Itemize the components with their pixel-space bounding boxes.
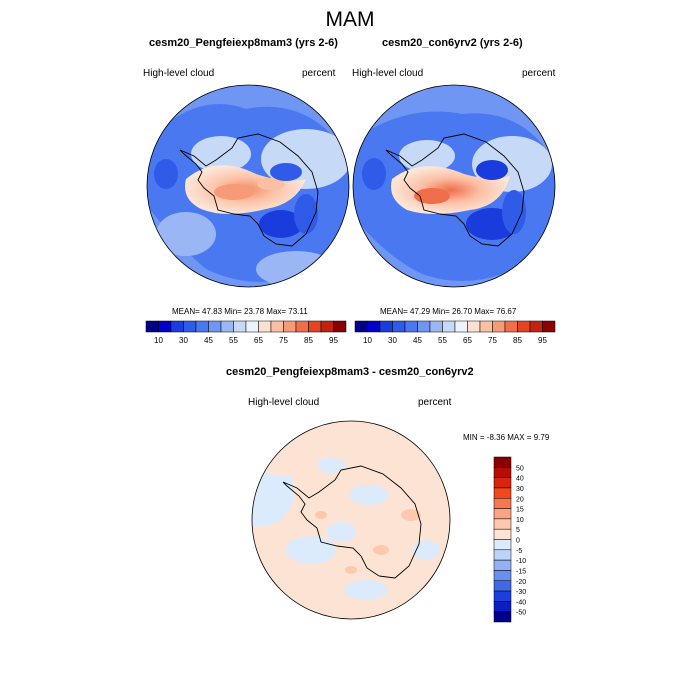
panel-1-colorbar-box [270,320,284,333]
diff-colorbar-box [493,528,512,540]
panel-1-colorbar-box [308,320,322,333]
panel-1-colorbar-box [295,320,309,333]
panel-2-colorbar-box [442,320,456,333]
diff-colorbar-box [493,508,512,520]
diff-colorbar-box [493,477,512,489]
panel-1-colorbar-box [183,320,197,333]
panel-1-colorbar-tick-label: 30 [179,336,188,345]
panel-2-colorbar-box [479,320,493,333]
panel-2-colorbar-tick-label: 75 [488,336,497,345]
diff-colorbar-tick-label: -30 [516,589,526,596]
diff-colorbar-tick-label: -40 [516,599,526,606]
diff-colorbar-box [493,590,512,602]
diff-colorbar-box [493,518,512,530]
panel-1-colorbar-box [333,320,347,333]
figure-title: MAM [325,8,375,31]
diff-colorbar-tick-label: -15 [516,568,526,575]
panel-1-colorbar-box [195,320,209,333]
panel-2-title: cesm20_con6yrv2 (yrs 2-6) [382,37,523,49]
panel-1-colorbar-tick-label: 45 [204,336,213,345]
panel-2-colorbar-box [529,320,543,333]
diff-panel-units-label: percent [418,397,452,408]
diff-map [251,420,451,620]
diff-colorbar-box [493,601,512,612]
panel-2-colorbar-box [454,320,468,333]
panel-1-colorbar-tick-label: 65 [254,336,263,345]
diff-panel-minmax: MIN = -8.36 MAX = 9.79 [463,433,550,442]
panel-2-colorbar-box [392,320,406,333]
panel-1-colorbar-box [170,320,184,333]
panel-2-colorbar-tick-label: 85 [513,336,522,345]
panel-1-units-label: percent [302,68,336,79]
panel-2-colorbar-tick-label: 95 [538,336,547,345]
diff-colorbar-tick-label: 40 [516,476,524,483]
panel-1-colorbar-tick-label: 10 [154,336,163,345]
panel-1-colorbar-box [320,320,334,333]
diff-colorbar-tick-label: 30 [516,486,524,493]
diff-colorbar-tick-label: 10 [516,517,524,524]
panel-1-colorbar-tick-label: 55 [229,336,238,345]
panel-2-colorbar-box [492,320,506,333]
diff-colorbar-box [493,498,512,509]
panel-1-colorbar-box [220,320,234,333]
panel-1-colorbar-tick-label: 85 [304,336,313,345]
diff-colorbar-box [493,487,512,499]
panel-2-colorbar-box [379,320,393,333]
panel-1-colorbar-tick-label: 75 [279,336,288,345]
panel-1-title: cesm20_Pengfeiexp8mam3 (yrs 2-6) [149,37,338,49]
diff-colorbar-tick-label: 50 [516,465,524,472]
panel-1-colorbar-tick-label: 95 [329,336,338,345]
panel-2-map [352,84,556,288]
panel-2-colorbar-box [504,320,518,333]
diff-colorbar-box [493,467,512,478]
panel-2-colorbar-tick-label: 45 [413,336,422,345]
panel-1-colorbar-box [158,320,172,333]
panel-2-colorbar-box [404,320,418,333]
diff-colorbar-box [493,611,512,623]
panel-2-colorbar-box [429,320,443,333]
panel-1-colorbar: 10 30 45 55 65 75 85 95 [145,320,347,345]
panel-2-colorbar-tick-label: 55 [438,336,447,345]
panel-2-colorbar-tick-label: 30 [388,336,397,345]
panel-2-variable-label: High-level cloud [352,68,424,79]
panel-1-variable-label: High-level cloud [143,68,215,79]
diff-colorbar-tick-label: -5 [516,548,522,555]
diff-colorbar-tick-label: -50 [516,610,526,617]
diff-colorbar-box [493,580,512,592]
panel-2-colorbar-box [517,320,531,333]
panel-2-colorbar-tick-label: 10 [363,336,372,345]
panel-2-colorbar-box [354,320,368,333]
panel-2-units-label: percent [522,68,556,79]
panel-2-colorbar-tick-label: 65 [463,336,472,345]
diff-colorbar-box [493,559,512,571]
diff-colorbar-tick-label: 20 [516,496,524,503]
panel-2-colorbar-box [542,320,556,333]
diff-colorbar-box [493,549,512,561]
panel-2-colorbar: 10 30 45 55 65 75 85 95 [354,320,556,345]
panel-1-colorbar-box [245,320,259,333]
diff-panel-variable-label: High-level cloud [248,397,320,408]
diff-colorbar-tick-label: 5 [516,527,520,534]
diff-colorbar-box [493,570,512,581]
panel-1-colorbar-box [233,320,247,333]
diff-panel-title: cesm20_Pengfeiexp8mam3 - cesm20_con6yrv2 [226,366,474,378]
diff-colorbar-tick-label: 0 [516,538,520,545]
panel-1-colorbar-box [258,320,272,333]
panel-1-stats: MEAN= 47.83 Min= 23.78 Max= 73.11 [172,307,308,316]
panel-1-colorbar-box [145,320,159,333]
diff-colorbar-box [493,456,512,468]
panel-1-colorbar-box [283,320,297,333]
panel-1-colorbar-box [208,320,222,333]
panel-2-colorbar-box [467,320,481,333]
diff-colorbar-tick-label: 15 [516,507,524,514]
panel-2-stats: MEAN= 47.29 Min= 26.70 Max= 76.67 [380,307,517,316]
diff-colorbar-tick-label: -10 [516,558,526,565]
panel-2-colorbar-box [367,320,381,333]
panel-1-map [146,84,350,288]
diff-colorbar-box [493,539,512,551]
panel-2-colorbar-box [417,320,431,333]
diff-colorbar-tick-label: -20 [516,579,526,586]
